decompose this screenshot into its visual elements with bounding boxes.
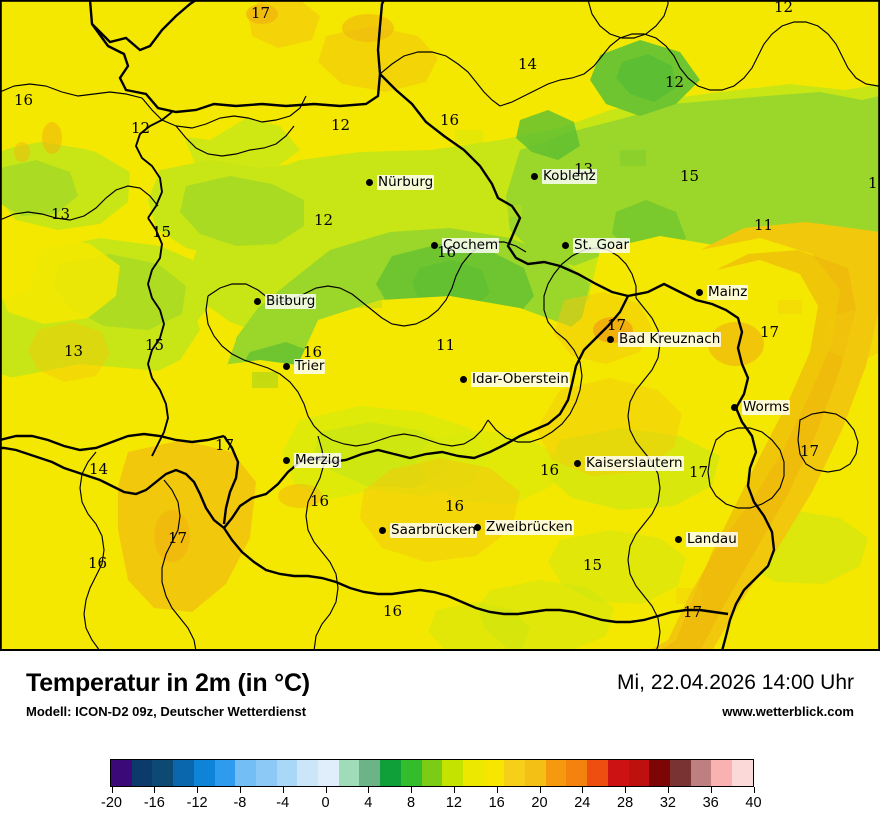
colorbar-swatch — [483, 760, 505, 786]
colorbar-tick-label: 16 — [488, 795, 505, 811]
model-subtitle: Modell: ICON-D2 09z, Deutscher Wetterdie… — [26, 704, 307, 719]
colorbar-tick — [411, 787, 413, 793]
colorbar-swatch — [732, 760, 753, 786]
colorbar-swatch — [173, 760, 194, 786]
colorbar-swatch — [318, 760, 339, 786]
colorbar-tick-labels: -20 -16 -12 -8 -4 0 4 8 12 16 20 24 28 32 36 40 — [101, 794, 762, 814]
page-title: Temperatur in 2m (in °C) — [26, 669, 310, 697]
colorbar-tick-label: 20 — [531, 795, 548, 811]
colorbar-swatch — [669, 760, 691, 786]
colorbar-swatches — [110, 759, 754, 787]
colorbar-tick — [325, 787, 327, 793]
colorbar-swatch — [649, 760, 670, 786]
colorbar-swatch — [380, 760, 401, 786]
temperature-raster — [0, 0, 880, 649]
colorbar-tick — [453, 787, 455, 793]
colorbar-swatch — [193, 760, 215, 786]
colorbar-swatch — [421, 760, 443, 786]
colorbar-swatch — [504, 760, 526, 786]
colorbar-tick-label: 40 — [745, 795, 762, 811]
colorbar-swatch — [442, 760, 463, 786]
colorbar-swatch — [152, 760, 174, 786]
colorbar-swatch — [255, 760, 277, 786]
colorbar-swatch — [276, 760, 298, 786]
colorbar-swatch — [338, 760, 360, 786]
colorbar-tick — [282, 787, 284, 793]
colorbar-swatch — [214, 760, 236, 786]
colorbar-ticks — [110, 787, 755, 794]
colorbar-tick — [154, 787, 156, 793]
colorbar-swatch — [111, 760, 132, 786]
colorbar-tick — [539, 787, 541, 793]
colorbar-tick — [368, 787, 370, 793]
colorbar-tick — [197, 787, 199, 793]
website-url: www.wetterblick.com — [722, 704, 854, 719]
colorbar-tick-label: -4 — [276, 795, 290, 811]
colorbar-swatch — [400, 760, 422, 786]
colorbar-tick-label: -16 — [143, 795, 165, 811]
colorbar-tick — [710, 787, 712, 793]
colorbar-swatch — [297, 760, 319, 786]
forecast-datetime: Mi, 22.04.2026 14:00 Uhr — [617, 671, 854, 694]
colorbar-tick — [111, 787, 113, 793]
colorbar-tick — [582, 787, 584, 793]
colorbar-swatch — [566, 760, 588, 786]
date-block: Mi, 22.04.2026 14:00 Uhr www.wetterblick… — [617, 671, 854, 719]
colorbar-tick-label: 4 — [364, 795, 373, 811]
colorbar-swatch — [587, 760, 608, 786]
colorbar-swatch — [690, 760, 712, 786]
colorbar-tick-label: 8 — [407, 795, 416, 811]
title-block: Temperatur in 2m (in °C) Modell: ICON-D2… — [26, 669, 310, 719]
colorbar-swatch — [628, 760, 650, 786]
raster-mottle — [252, 130, 802, 604]
colorbar-tick-label: 36 — [702, 795, 719, 811]
colorbar-tick — [667, 787, 669, 793]
region-border — [134, 111, 173, 457]
colorbar-swatch — [607, 760, 629, 786]
state-border — [0, 0, 776, 649]
colorbar-tick-label: 28 — [617, 795, 634, 811]
colorbar-tick-label: -12 — [186, 795, 208, 811]
colorbar-swatch — [235, 760, 256, 786]
weather-map: Nürburg Koblenz Cochem St. Goar Bitburg Mainz… — [0, 0, 880, 651]
colorbar-tick — [753, 787, 755, 793]
colorbar-tick-label: 0 — [321, 795, 330, 811]
colorbar-swatch — [359, 760, 381, 786]
colorbar-swatch — [131, 760, 153, 786]
colorbar-tick — [625, 787, 627, 793]
colorbar-swatch — [545, 760, 567, 786]
colorbar-tick-label: -20 — [101, 795, 122, 811]
colorbar-tick — [239, 787, 241, 793]
colorbar-tick-label: 32 — [659, 795, 676, 811]
colorbar-swatch — [462, 760, 484, 786]
colorbar-swatch — [525, 760, 546, 786]
colorbar-tick-label: -8 — [233, 795, 247, 811]
legend-footer: Temperatur in 2m (in °C) Modell: ICON-D2… — [0, 651, 880, 830]
colorbar-tick-label: 24 — [574, 795, 591, 811]
colorbar-swatch — [711, 760, 733, 786]
colorbar-tick — [496, 787, 498, 793]
colorbar: -20 -16 -12 -8 -4 0 4 8 12 16 20 24 28 32 36 40 — [101, 759, 770, 814]
colorbar-tick-label: 12 — [445, 795, 462, 811]
